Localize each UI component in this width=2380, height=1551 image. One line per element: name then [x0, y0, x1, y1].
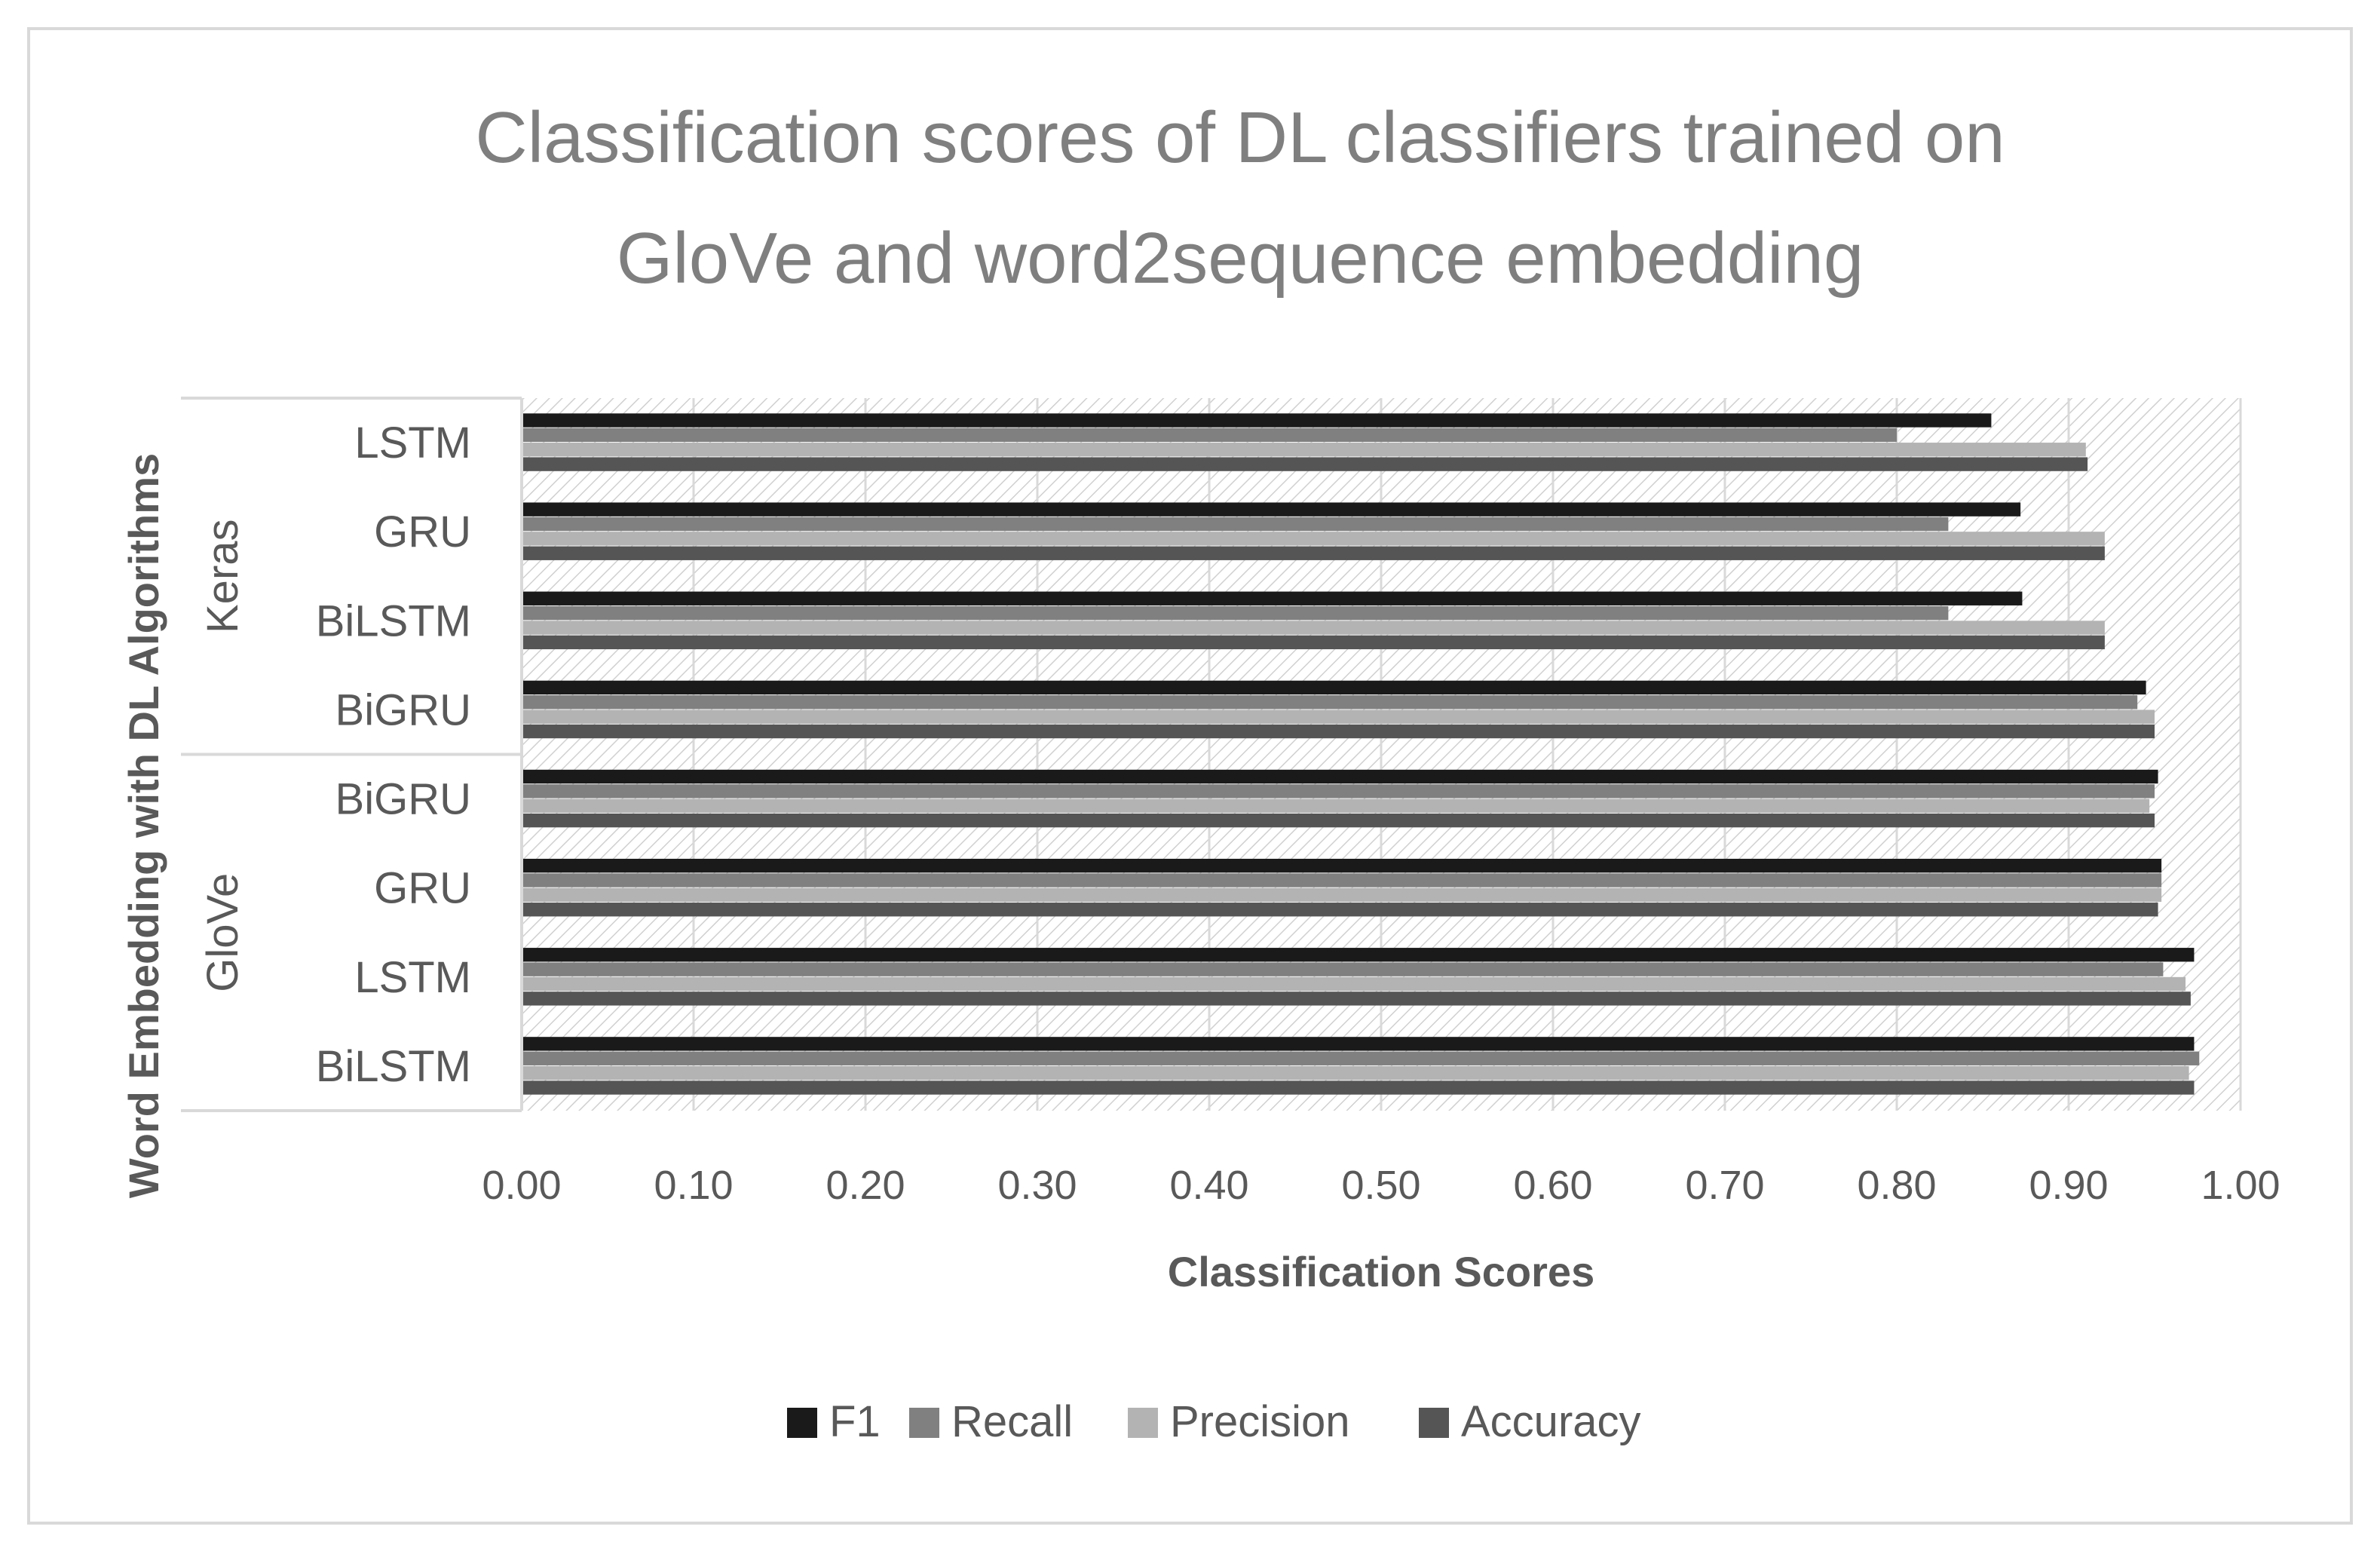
legend: F1 Recall Precision Accuracy: [787, 1397, 1641, 1446]
group-labels: Keras GloVe: [198, 519, 247, 992]
bar-recall-keras-lstm: [522, 428, 1897, 443]
legend-swatch-precision: [1128, 1408, 1158, 1438]
bar-recall-keras-bilstm: [522, 605, 1949, 621]
x-tick-label: 0.60: [1513, 1163, 1592, 1208]
x-tick-label: 0.80: [1857, 1163, 1936, 1208]
x-tick-label: 0.10: [654, 1163, 733, 1208]
bar-f1-keras-bilstm: [522, 591, 2023, 605]
bar-accuracy-glove-bigru: [522, 813, 2155, 828]
bars: [522, 413, 2200, 1095]
bar-recall-glove-gru: [522, 873, 2162, 887]
bar-f1-glove-lstm: [522, 948, 2195, 962]
x-tick-label: 0.50: [1341, 1163, 1420, 1208]
bar-accuracy-keras-lstm: [522, 457, 2088, 471]
bar-accuracy-keras-bilstm: [522, 635, 2105, 650]
bar-f1-glove-bigru: [522, 769, 2158, 784]
bar-recall-glove-bilstm: [522, 1051, 2200, 1065]
legend-swatch-recall: [909, 1408, 939, 1438]
bar-precision-keras-gru: [522, 532, 2105, 546]
bar-f1-glove-bilstm: [522, 1037, 2195, 1051]
bar-accuracy-glove-bilstm: [522, 1080, 2195, 1095]
x-tick-label: 1.00: [2201, 1163, 2280, 1208]
category-label: BiGRU: [335, 775, 471, 824]
x-tick-label: 0.40: [1169, 1163, 1248, 1208]
legend-label-precision: Precision: [1170, 1397, 1350, 1446]
bar-f1-keras-lstm: [522, 413, 1992, 428]
legend-label-recall: Recall: [951, 1397, 1073, 1446]
category-labels: LSTM GRU BiLSTM BiGRU BiGRU GRU LSTM BiLSTM: [316, 418, 471, 1091]
chart-title-line-1: Classification scores of DL classifiers …: [475, 97, 2005, 178]
category-label: LSTM: [354, 418, 471, 467]
bar-f1-keras-bigru: [522, 680, 2146, 695]
bar-accuracy-keras-bigru: [522, 724, 2155, 739]
category-label: LSTM: [354, 953, 471, 1002]
bar-recall-glove-lstm: [522, 962, 2164, 976]
x-tick-label: 0.90: [2029, 1163, 2108, 1208]
bar-precision-glove-bigru: [522, 798, 2150, 813]
group-separator-lines: [181, 397, 523, 1112]
bar-precision-glove-lstm: [522, 976, 2186, 992]
bar-accuracy-glove-lstm: [522, 992, 2191, 1006]
bar-precision-keras-lstm: [522, 443, 2086, 457]
legend-swatch-f1: [787, 1408, 817, 1438]
x-tick-label: 0.20: [825, 1163, 905, 1208]
bar-recall-keras-gru: [522, 516, 1949, 532]
bar-precision-keras-bilstm: [522, 621, 2105, 635]
bar-precision-keras-bigru: [522, 710, 2155, 724]
bar-f1-keras-gru: [522, 502, 2021, 516]
bar-recall-glove-bigru: [522, 784, 2155, 798]
group-label-keras: Keras: [198, 519, 247, 633]
bar-precision-glove-bilstm: [522, 1065, 2189, 1080]
category-label: GRU: [374, 507, 471, 556]
bar-f1-glove-gru: [522, 858, 2162, 873]
y-axis-title: Word Embedding with DL Algorithms: [120, 453, 167, 1198]
legend-label-accuracy: Accuracy: [1461, 1397, 1641, 1446]
category-label: BiGRU: [335, 685, 471, 734]
bar-accuracy-keras-gru: [522, 546, 2105, 560]
bar-accuracy-glove-gru: [522, 903, 2158, 917]
x-axis-title: Classification Scores: [1168, 1248, 1594, 1295]
x-tick-label: 0.00: [482, 1163, 561, 1208]
legend-label-f1: F1: [829, 1397, 881, 1446]
category-label: BiLSTM: [316, 1042, 471, 1091]
x-tick-label: 0.30: [997, 1163, 1077, 1208]
category-label: BiLSTM: [316, 596, 471, 645]
bar-precision-glove-gru: [522, 887, 2162, 903]
category-label: GRU: [374, 864, 471, 913]
x-axis-ticks: 0.00 0.10 0.20 0.30 0.40 0.50 0.60 0.70 0.80 0.90…: [482, 1163, 2280, 1208]
legend-swatch-accuracy: [1419, 1408, 1449, 1438]
bar-recall-keras-bigru: [522, 695, 2138, 710]
x-tick-label: 0.70: [1685, 1163, 1764, 1208]
group-label-glove: GloVe: [198, 873, 247, 992]
chart-title-line-2: GloVe and word2sequence embedding: [617, 218, 1864, 299]
